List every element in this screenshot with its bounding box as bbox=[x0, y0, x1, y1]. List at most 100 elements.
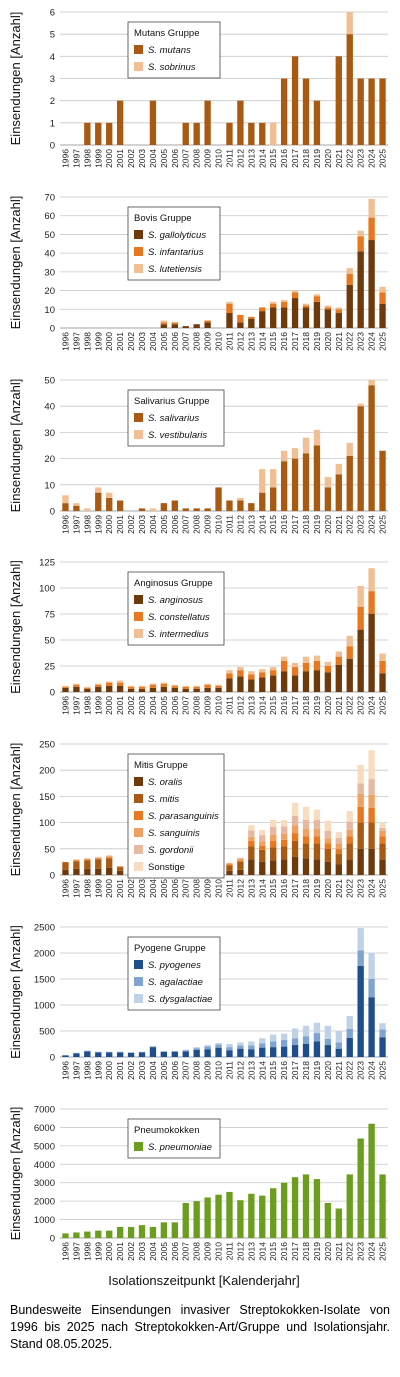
bar-1996-series-1 bbox=[62, 1233, 69, 1238]
bar-2009-series-3 bbox=[204, 683, 211, 685]
legend-swatch bbox=[134, 247, 143, 256]
bar-2024-series-2 bbox=[368, 591, 375, 614]
legend-label: Sonstige bbox=[148, 862, 185, 873]
legend-swatch bbox=[134, 629, 143, 638]
chart-panel-1: 0 1 2 3 4 5 6 Einsendungen [Anzahl] 1996 1997 1998… bbox=[8, 8, 388, 168]
bar-2023-series-5 bbox=[357, 783, 364, 794]
x-tick-label: 1996 bbox=[60, 515, 70, 534]
bar-2016-series-3 bbox=[280, 1033, 288, 1040]
x-tick-label: 2013 bbox=[246, 879, 256, 898]
bar-2013-series-3 bbox=[248, 1041, 255, 1046]
bar-2013-series-2 bbox=[248, 846, 255, 860]
x-tick-label: 2023 bbox=[356, 332, 366, 351]
bar-2013-series-1 bbox=[248, 679, 255, 692]
bar-2000-series-6 bbox=[106, 855, 113, 856]
bar-2012-series-5 bbox=[237, 857, 244, 859]
bar-2021-series-2 bbox=[335, 309, 342, 314]
bar-2017-series-1 bbox=[291, 675, 299, 692]
x-tick-label: 1997 bbox=[71, 1242, 81, 1261]
bar-2011-series-3 bbox=[226, 1044, 233, 1048]
bar-2012-series-2 bbox=[237, 497, 244, 501]
x-tick-label: 1997 bbox=[71, 1061, 81, 1080]
y-tick-label: 75 bbox=[44, 610, 55, 621]
legend-label: S. infantarius bbox=[148, 247, 204, 258]
legend-swatch bbox=[134, 430, 143, 439]
bar-1996-series-1 bbox=[62, 503, 69, 511]
legend-swatch bbox=[134, 1142, 143, 1151]
bar-2003-series-2 bbox=[138, 686, 146, 689]
bar-2019-series-6 bbox=[313, 809, 321, 820]
y-tick-label: 1 bbox=[50, 118, 55, 129]
x-tick-label: 2004 bbox=[148, 1061, 158, 1080]
bar-2015-series-2 bbox=[270, 122, 277, 145]
x-tick-label: 2004 bbox=[148, 696, 158, 715]
bar-1998-series-1 bbox=[84, 122, 91, 145]
bar-2016-series-2 bbox=[280, 1039, 288, 1047]
bar-2015-series-2 bbox=[270, 670, 277, 676]
legend-swatch bbox=[134, 595, 143, 604]
x-tick-label: 2020 bbox=[323, 879, 333, 898]
y-tick-label: 0 bbox=[50, 1053, 55, 1064]
legend-label: S. lutetiensis bbox=[148, 264, 202, 275]
y-tick-label: 100 bbox=[39, 584, 55, 595]
legend-swatch bbox=[134, 264, 143, 273]
y-tick-label: 30 bbox=[44, 267, 55, 278]
bar-2002-series-3 bbox=[127, 685, 135, 687]
bar-2019-series-1 bbox=[313, 670, 321, 692]
bar-2022-series-2 bbox=[346, 646, 353, 659]
bar-2009-series-1 bbox=[204, 687, 211, 692]
y-tick-label: 2500 bbox=[34, 923, 55, 934]
y-axis-label: Einsendungen [Anzahl] bbox=[8, 925, 23, 1059]
bar-1998-series-2 bbox=[84, 860, 91, 869]
x-tick-label: 2014 bbox=[257, 1061, 267, 1080]
x-tick-label: 2016 bbox=[279, 1242, 289, 1261]
y-tick-label: 20 bbox=[44, 454, 55, 465]
bar-2014-series-2 bbox=[259, 1043, 266, 1048]
bar-1999-series-2 bbox=[95, 859, 102, 869]
bar-2022-series-4 bbox=[346, 829, 353, 837]
x-tick-label: 2018 bbox=[301, 879, 311, 898]
bar-2023-series-1 bbox=[357, 251, 364, 328]
y-tick-label: 1000 bbox=[34, 1215, 55, 1226]
bar-2008-series-1 bbox=[193, 324, 200, 328]
bar-2020-series-3 bbox=[324, 843, 332, 849]
x-tick-label: 2000 bbox=[104, 332, 114, 351]
bar-2020-series-1 bbox=[324, 861, 332, 875]
bar-2018-series-4 bbox=[302, 828, 310, 837]
bar-2013-series-3 bbox=[248, 671, 255, 675]
bar-2012-series-2 bbox=[237, 670, 244, 677]
x-tick-label: 2001 bbox=[115, 149, 125, 168]
x-tick-label: 2006 bbox=[170, 879, 180, 898]
bar-2004-series-2 bbox=[149, 1046, 157, 1048]
x-tick-label: 2005 bbox=[159, 696, 169, 715]
bar-2006-series-1 bbox=[171, 324, 178, 328]
bar-2023-series-2 bbox=[357, 822, 364, 849]
bar-2013-series-1 bbox=[248, 1193, 255, 1238]
bar-2014-series-2 bbox=[259, 307, 266, 312]
y-tick-label: 0 bbox=[50, 324, 55, 335]
x-tick-label: 2011 bbox=[224, 879, 234, 898]
bar-2019-series-1 bbox=[313, 100, 321, 145]
bar-2009-series-1 bbox=[204, 322, 211, 328]
x-tick-label: 2002 bbox=[126, 149, 136, 168]
x-tick-label: 2007 bbox=[181, 879, 191, 898]
bar-2008-series-2 bbox=[193, 686, 200, 689]
y-axis-label: Einsendungen [Anzahl] bbox=[8, 560, 23, 694]
y-tick-label: 10 bbox=[44, 305, 55, 316]
bar-2022-series-2 bbox=[346, 843, 353, 860]
x-tick-label: 2001 bbox=[115, 332, 125, 351]
x-tick-label: 2016 bbox=[279, 332, 289, 351]
bar-2012-series-2 bbox=[237, 1045, 244, 1049]
x-tick-label: 2003 bbox=[137, 332, 147, 351]
x-tick-label: 2023 bbox=[356, 879, 366, 898]
bar-2014-series-3 bbox=[259, 669, 266, 673]
x-tick-label: 2002 bbox=[126, 515, 136, 534]
bar-2001-series-2 bbox=[116, 682, 124, 686]
bar-2023-series-3 bbox=[357, 806, 364, 823]
x-tick-label: 2017 bbox=[290, 879, 300, 898]
x-tick-label: 2016 bbox=[279, 879, 289, 898]
x-tick-label: 1999 bbox=[93, 696, 103, 715]
x-tick-label: 2021 bbox=[334, 879, 344, 898]
x-tick-label: 1996 bbox=[60, 332, 70, 351]
bar-2025-series-2 bbox=[379, 660, 386, 674]
